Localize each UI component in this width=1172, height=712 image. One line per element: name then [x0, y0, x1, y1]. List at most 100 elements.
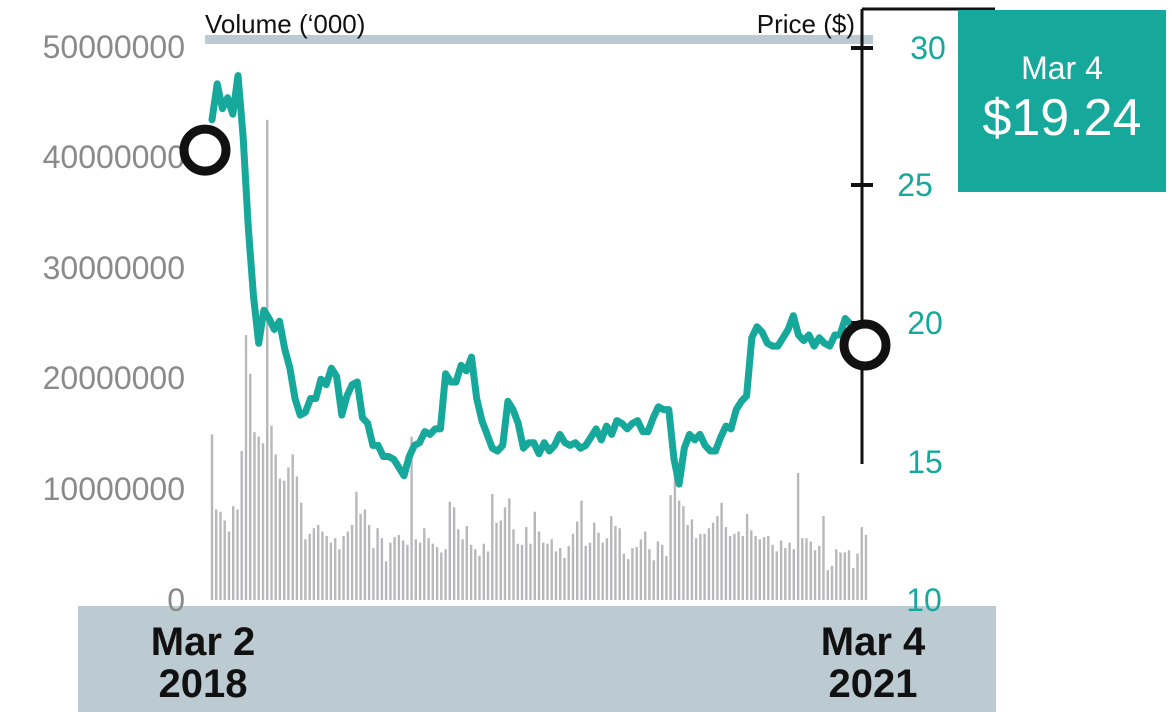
- volume-bar: [622, 553, 626, 600]
- callout-date: Mar 4: [1021, 50, 1103, 86]
- volume-bar: [350, 524, 354, 600]
- volume-bar: [232, 506, 235, 600]
- volume-bar: [355, 491, 358, 600]
- volume-bar: [801, 538, 804, 600]
- volume-bar: [376, 528, 379, 600]
- volume-bar: [512, 529, 515, 600]
- price-tick-label: 20: [907, 305, 943, 341]
- volume-bar: [788, 542, 791, 600]
- volume-tick-label: 50000000: [43, 29, 185, 65]
- volume-bar: [754, 536, 757, 600]
- volume-bar: [346, 531, 350, 600]
- volume-bar: [652, 560, 655, 600]
- volume-bar: [733, 533, 736, 600]
- volume-bar: [440, 552, 443, 600]
- volume-bar: [257, 436, 260, 600]
- volume-bar: [363, 509, 367, 600]
- volume-bar: [397, 534, 401, 600]
- volume-bar: [448, 501, 451, 600]
- volume-bar: [818, 545, 821, 600]
- price-axis-label: Price ($): [757, 9, 855, 39]
- volume-bar: [669, 495, 672, 600]
- volume-bar: [300, 502, 303, 600]
- volume-bar: [588, 542, 592, 600]
- volume-bar: [614, 526, 617, 600]
- volume-bar: [537, 531, 541, 600]
- volume-bar: [707, 528, 711, 600]
- volume-bar: [648, 549, 651, 600]
- volume-tick-label: 10000000: [43, 471, 185, 507]
- volume-bar: [508, 498, 511, 600]
- volume-tick-label: 0: [167, 582, 185, 618]
- volume-bar: [261, 443, 265, 600]
- start-date-label: Mar 2: [151, 620, 256, 664]
- volume-bar: [372, 548, 375, 600]
- volume-bar: [835, 549, 838, 600]
- volume-bar: [270, 425, 273, 600]
- volume-bar: [639, 539, 643, 600]
- volume-bar: [699, 533, 702, 600]
- volume-bar: [771, 544, 774, 600]
- volume-bar: [627, 559, 630, 600]
- volume-bar: [864, 534, 868, 600]
- volume-bar: [796, 473, 800, 600]
- volume-bar: [792, 549, 795, 600]
- volume-bar: [661, 544, 664, 600]
- volume-bar: [486, 551, 490, 600]
- volume-bar: [711, 522, 715, 600]
- volume-bar: [325, 536, 328, 600]
- volume-bar: [266, 119, 269, 601]
- volume-bar: [334, 538, 337, 600]
- top-rule: [205, 35, 873, 44]
- volume-bar: [584, 545, 587, 600]
- volume-bar: [287, 467, 290, 600]
- volume-bar: [762, 537, 766, 600]
- volume-bar: [852, 568, 855, 600]
- price-tick-label: 30: [910, 30, 946, 66]
- volume-bar: [767, 536, 770, 600]
- volume-bar: [244, 335, 248, 600]
- volume-bar: [784, 548, 787, 600]
- volume-bar: [223, 520, 226, 600]
- volume-bar: [694, 538, 698, 600]
- price-tick-labels: 30 25 20 15 10: [897, 30, 946, 618]
- volume-bar: [593, 522, 596, 600]
- volume-bar: [686, 524, 689, 600]
- volume-bar: [525, 527, 528, 600]
- volume-bar: [779, 540, 783, 600]
- volume-bar: [249, 373, 252, 600]
- volume-bar: [367, 524, 371, 600]
- volume-tick-label: 30000000: [43, 250, 185, 286]
- volume-bar: [856, 553, 859, 600]
- start-year-label: 2018: [159, 662, 248, 706]
- volume-tick-label: 40000000: [43, 139, 185, 175]
- volume-bar: [618, 528, 621, 600]
- volume-bar: [414, 539, 417, 600]
- volume-bar: [312, 528, 316, 600]
- volume-bar: [295, 476, 299, 600]
- volume-bar: [236, 509, 239, 600]
- volume-bar: [410, 436, 413, 600]
- volume-bar: [469, 544, 473, 600]
- latest-price-callout: Mar 4 $19.24: [958, 10, 1166, 192]
- volume-bar: [673, 473, 677, 600]
- volume-bar: [499, 520, 502, 600]
- end-price-marker: [839, 319, 891, 371]
- volume-bar: [359, 513, 362, 600]
- volume-bar: [329, 542, 333, 600]
- volume-bar: [321, 531, 324, 600]
- volume-bar: [542, 542, 545, 600]
- price-tick-label: 15: [907, 444, 943, 480]
- volume-bar: [291, 454, 294, 600]
- volume-bar: [452, 507, 456, 600]
- volume-bar: [393, 537, 396, 600]
- volume-bar: [253, 432, 256, 600]
- volume-bar: [495, 522, 498, 600]
- volume-bar: [682, 506, 685, 600]
- volume-bar: [737, 531, 740, 600]
- volume-bar: [703, 533, 706, 600]
- volume-bar: [278, 478, 282, 600]
- volume-bar: [805, 538, 808, 600]
- volume-bar: [516, 543, 519, 600]
